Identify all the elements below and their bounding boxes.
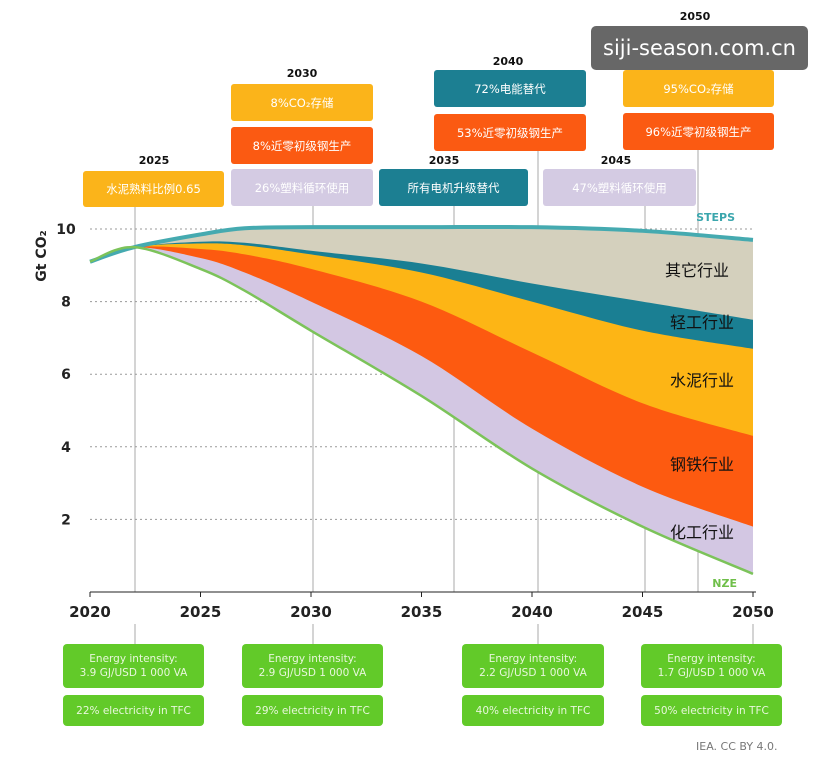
x-tick-label-2020: 2020: [69, 603, 111, 621]
steps-line: [89, 224, 754, 264]
electricity-share-box-2: 29% electricity in TFC: [242, 695, 383, 726]
x-tick-label-2040: 2040: [511, 603, 553, 621]
milestone-2030-ccs: 8%CO₂存储: [231, 84, 373, 121]
milestone-2025-clinker: 水泥熟料比例0.65: [83, 171, 224, 207]
milestone-year-2050: 2050: [679, 10, 711, 23]
y-tick-label-2: 2: [61, 512, 71, 528]
milestone-2050-steel: 96%近零初级钢生产: [623, 113, 774, 150]
milestone-2030-steel: 8%近零初级钢生产: [231, 127, 373, 164]
series-label-5: 其它行业: [665, 261, 729, 280]
series-label-2: 钢铁行业: [670, 455, 734, 474]
energy-intensity-box-3: Energy intensity: 2.2 GJ/USD 1 000 VA: [462, 644, 604, 688]
milestone-year-2045: 2045: [600, 154, 632, 167]
energy-intensity-box-4: Energy intensity: 1.7 GJ/USD 1 000 VA: [641, 644, 782, 688]
series-label-3: 水泥行业: [670, 371, 734, 390]
y-axis-label: Gt CO₂: [34, 230, 50, 281]
y-tick-label-4: 4: [61, 440, 71, 456]
series-label-4: 轻工行业: [670, 313, 734, 332]
x-tick-label-2045: 2045: [622, 603, 664, 621]
y-tick-label-6: 6: [61, 367, 71, 383]
milestone-2040-steel: 53%近零初级钢生产: [434, 114, 586, 151]
series-label-1: 化工行业: [670, 523, 734, 542]
source-credit: IEA. CC BY 4.0.: [696, 740, 778, 753]
milestone-2040-electrification: 72%电能替代: [434, 70, 586, 107]
milestone-year-2025: 2025: [138, 154, 170, 167]
nze-line: [89, 245, 754, 575]
watermark-badge: siji-season.com.cn: [591, 26, 808, 70]
energy-intensity-box-1: Energy intensity: 3.9 GJ/USD 1 000 VA: [63, 644, 204, 688]
milestone-2050-ccs: 95%CO₂存储: [623, 70, 774, 107]
x-tick-label-2050: 2050: [732, 603, 774, 621]
x-tick-label-2035: 2035: [401, 603, 443, 621]
electricity-share-box-3: 40% electricity in TFC: [462, 695, 604, 726]
milestone-year-2040: 2040: [492, 55, 524, 68]
milestone-year-2030: 2030: [286, 67, 318, 80]
electricity-share-box-4: 50% electricity in TFC: [641, 695, 782, 726]
y-tick-label-10: 10: [56, 222, 76, 238]
energy-intensity-box-2: Energy intensity: 2.9 GJ/USD 1 000 VA: [242, 644, 383, 688]
steps-label: STEPS: [696, 211, 735, 224]
milestone-2035-motors: 所有电机升级替代: [379, 169, 528, 206]
x-tick-label-2030: 2030: [290, 603, 332, 621]
area-1: [90, 247, 753, 574]
nze-label: NZE: [712, 577, 737, 590]
x-tick-label-2025: 2025: [180, 603, 222, 621]
milestone-year-2035: 2035: [428, 154, 460, 167]
y-tick-label-8: 8: [61, 295, 71, 311]
milestone-2030-plastic: 26%塑料循环使用: [231, 169, 373, 206]
milestone-2045-plastic: 47%塑料循环使用: [543, 169, 696, 206]
electricity-share-box-1: 22% electricity in TFC: [63, 695, 204, 726]
